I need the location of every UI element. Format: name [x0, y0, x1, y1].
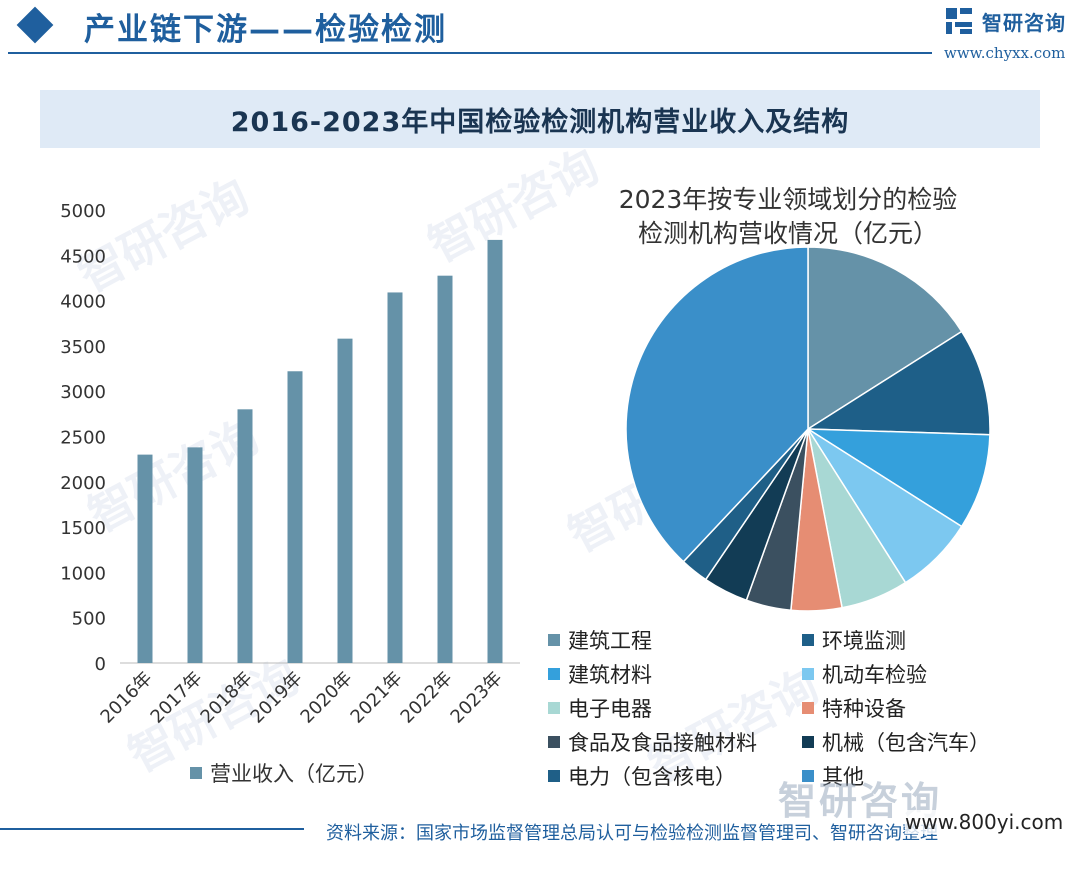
y-tick-label: 3500	[60, 337, 106, 358]
y-tick-label: 5000	[60, 201, 106, 222]
legend-item: 特种设备	[802, 692, 1062, 724]
legend-label: 建筑工程	[568, 629, 652, 653]
bar	[387, 292, 403, 663]
chart-title-band: 2016-2023年中国检验检测机构营业收入及结构	[40, 90, 1040, 148]
legend-swatch	[802, 634, 814, 646]
header-divider	[8, 52, 932, 54]
legend-item: 建筑工程	[548, 624, 802, 656]
bar-legend-swatch	[190, 767, 202, 779]
legend-label: 食品及食品接触材料	[568, 731, 757, 755]
legend-label: 特种设备	[822, 697, 906, 721]
source-note: 资料来源：国家市场监督管理总局认可与检验检测监督管理司、智研咨询整理	[326, 823, 938, 844]
y-tick-label: 2000	[60, 473, 106, 494]
y-tick-label: 500	[72, 609, 106, 630]
legend-label: 机械（包含汽车）	[822, 731, 990, 755]
pie-slice	[805, 330, 991, 436]
legend-item: 环境监测	[802, 624, 1062, 656]
site-tag: www.800yi.com	[905, 810, 1064, 834]
legend-label: 电力（包含核电）	[568, 765, 736, 789]
y-tick-label: 2500	[60, 428, 106, 449]
header-title: 产业链下游——检验检测	[84, 12, 447, 48]
y-tick-label: 1500	[60, 518, 106, 539]
legend-item: 机动车检验	[802, 658, 1062, 690]
bar	[287, 371, 303, 663]
x-tick-label: 2020年	[297, 668, 357, 728]
legend-swatch	[548, 736, 560, 748]
header-diamond-icon	[16, 6, 54, 44]
legend-label: 机动车检验	[822, 663, 927, 687]
bar	[187, 447, 203, 663]
legend-item: 电子电器	[548, 692, 802, 724]
pie-title: 检测机构营收情况（亿元）	[638, 219, 938, 248]
legend-item: 电力（包含核电）	[548, 760, 802, 792]
x-tick-label: 2022年	[397, 668, 457, 728]
y-tick-label: 3000	[60, 382, 106, 403]
y-tick-label: 4500	[60, 246, 106, 267]
legend-swatch	[548, 634, 560, 646]
legend-item: 建筑材料	[548, 658, 802, 690]
x-tick-label: 2017年	[147, 668, 207, 728]
bar-chart: 0 500 1000 1500 2000 2500 3000 3500 4000 4500 5000…	[60, 201, 520, 728]
pie-slice	[807, 246, 963, 431]
y-tick-label: 4000	[60, 292, 106, 313]
logo-url[interactable]: www.chyxx.com	[944, 44, 1066, 62]
legend-label: 电子电器	[568, 697, 652, 721]
pie-slice	[625, 246, 809, 563]
x-tick-label: 2023年	[447, 668, 507, 728]
pie-title: 2023年按专业领域划分的检验	[619, 185, 958, 214]
footer-divider	[0, 828, 304, 830]
x-tick-label: 2021年	[347, 668, 407, 728]
legend-label: 环境监测	[822, 629, 906, 653]
bar	[437, 275, 453, 663]
legend-item: 食品及食品接触材料	[548, 726, 802, 758]
pie-legend: 建筑工程 环境监测建筑材料 机动车检验电子电器 特种设备食品及食品接触材料 机械（包含汽…	[548, 624, 1068, 792]
logo-icon	[946, 8, 972, 34]
pie-slice	[805, 428, 991, 528]
legend-label: 建筑材料	[568, 663, 652, 687]
bar	[137, 454, 153, 663]
bar	[237, 409, 253, 663]
legend-swatch	[802, 668, 814, 680]
bar	[487, 239, 503, 663]
bar	[337, 338, 353, 663]
main-title: 2016-2023年中国检验检测机构营业收入及结构	[230, 106, 850, 138]
legend-swatch	[802, 736, 814, 748]
legend-swatch	[548, 702, 560, 714]
legend-swatch	[548, 770, 560, 782]
y-tick-label: 1000	[60, 563, 106, 584]
legend-swatch	[802, 770, 814, 782]
legend-label: 其他	[822, 765, 864, 789]
x-tick-label: 2016年	[97, 668, 157, 728]
legend-item: 机械（包含汽车）	[802, 726, 1062, 758]
bar-legend: 营业收入（亿元）	[190, 758, 378, 788]
legend-swatch	[548, 668, 560, 680]
logo-text: 智研咨询	[982, 11, 1066, 35]
y-tick-label: 0	[95, 654, 106, 675]
x-tick-label: 2018年	[197, 668, 257, 728]
x-tick-label: 2019年	[247, 668, 307, 728]
bar-legend-label: 营业收入（亿元）	[210, 762, 378, 786]
legend-swatch	[802, 702, 814, 714]
legend-item: 其他	[802, 760, 1062, 792]
